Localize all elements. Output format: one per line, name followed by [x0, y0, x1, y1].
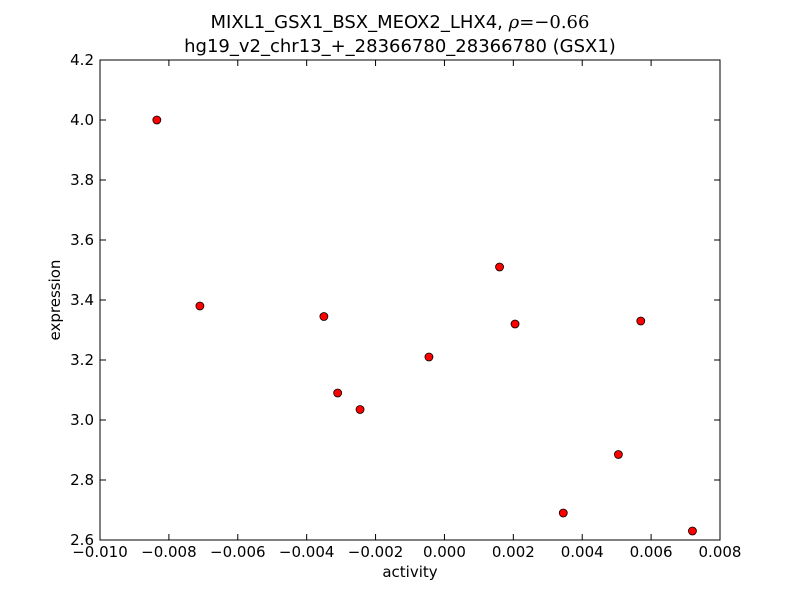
data-point: [152, 115, 162, 125]
chart-title: MIXL1_GSX1_BSX_MEOX2_LHX4, ρ=−0.66: [0, 12, 800, 33]
y-tick-label: 4.0: [70, 111, 94, 129]
data-point: [319, 312, 329, 321]
data-point: [495, 262, 504, 272]
data-point: [558, 508, 568, 518]
y-tick-label: 2.6: [70, 531, 94, 549]
data-point: [636, 316, 646, 326]
x-tick-label: −0.004: [279, 543, 335, 561]
x-tick-label: 0.000: [423, 543, 466, 561]
y-tick-label: 2.8: [70, 471, 94, 489]
y-axis-label: expression: [46, 260, 64, 341]
data-point: [510, 319, 520, 329]
chart-title-rho-symbol: ρ: [508, 12, 520, 33]
x-axis-label: activity: [382, 563, 437, 581]
x-tick-label: 0.002: [492, 543, 535, 561]
plot-frame: [99, 59, 721, 541]
y-tick-label: 3.6: [70, 231, 94, 249]
x-tick-label: 0.004: [561, 543, 604, 561]
data-point: [613, 450, 623, 459]
data-point: [333, 388, 343, 398]
y-tick-label: 3.0: [70, 411, 94, 429]
chart-title-rho-value: =−0.66: [519, 12, 590, 33]
y-tick-label: 4.2: [70, 51, 94, 69]
data-point: [195, 301, 205, 311]
chart-title-name: MIXL1_GSX1_BSX_MEOX2_LHX4,: [210, 12, 503, 33]
x-tick-label: −0.010: [72, 543, 128, 561]
data-point: [355, 405, 365, 414]
x-tick-label: −0.002: [348, 543, 404, 561]
y-tick-label: 3.8: [70, 171, 94, 189]
y-tick-label: 3.4: [70, 291, 94, 309]
chart-subtitle: hg19_v2_chr13_+_28366780_28366780 (GSX1): [184, 36, 616, 57]
data-point: [688, 526, 697, 536]
x-tick-label: −0.006: [210, 543, 266, 561]
x-tick-label: −0.008: [141, 543, 197, 561]
x-tick-label: 0.006: [630, 543, 673, 561]
y-tick-label: 3.2: [70, 351, 94, 369]
x-tick-label: 0.008: [699, 543, 742, 561]
data-point: [424, 352, 434, 362]
